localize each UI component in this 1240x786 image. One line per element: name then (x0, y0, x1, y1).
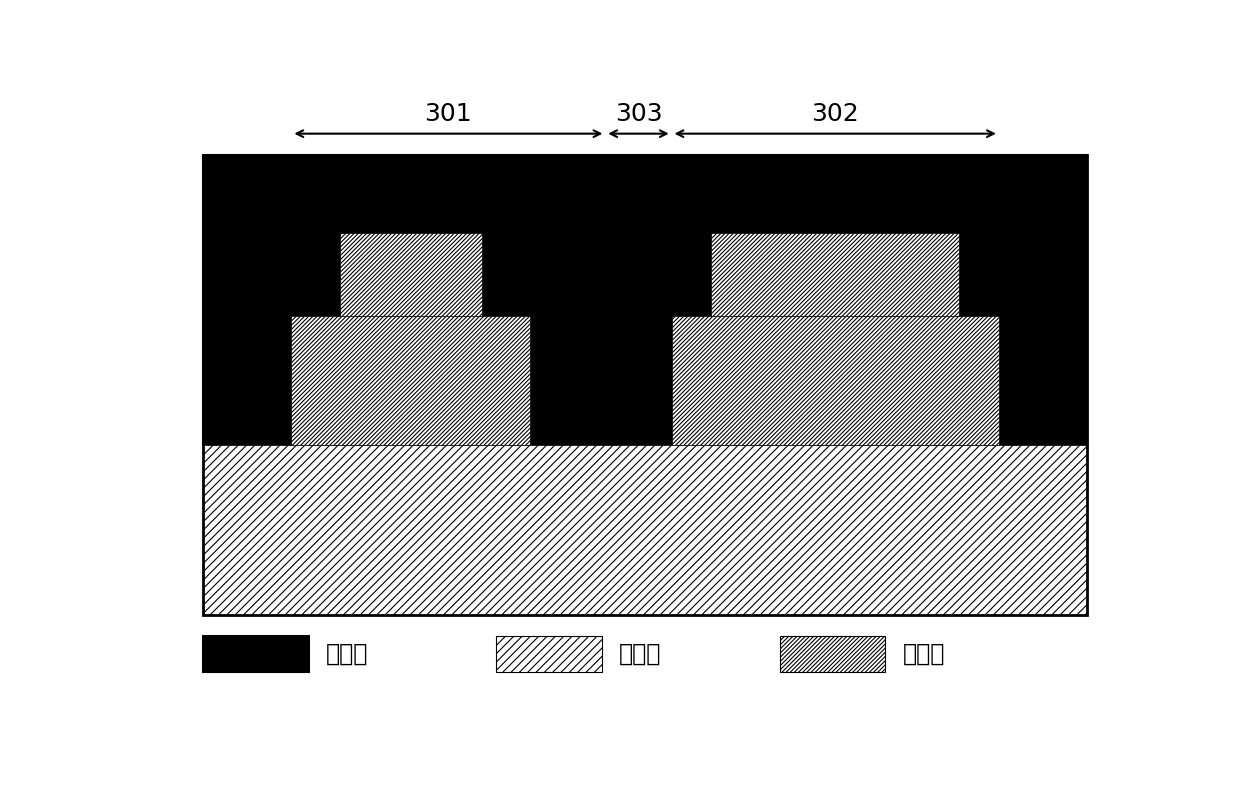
Bar (340, 233, 481, 316)
Bar (780, 636, 885, 672)
Bar (203, 155, 1087, 445)
Bar (203, 445, 1087, 615)
Text: 301: 301 (424, 102, 472, 127)
Bar (712, 233, 959, 316)
Text: 上包层: 上包层 (326, 642, 368, 667)
Bar (496, 636, 601, 672)
Bar (291, 316, 531, 445)
Bar (203, 155, 1087, 615)
Text: 下包层: 下包层 (619, 642, 661, 667)
Text: 302: 302 (811, 102, 859, 127)
Text: 波导芯: 波导芯 (903, 642, 945, 667)
Bar (672, 316, 998, 445)
Bar (203, 636, 309, 672)
Text: 303: 303 (615, 102, 662, 127)
